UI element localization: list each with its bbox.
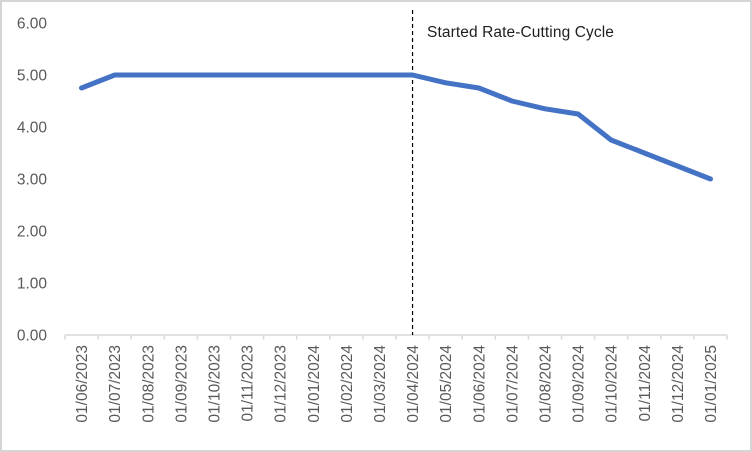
- x-axis-tick-label: 01/12/2024: [670, 345, 687, 423]
- x-axis-tick-label: 01/08/2023: [140, 345, 157, 423]
- x-axis-tick-label: 01/06/2024: [471, 345, 488, 423]
- x-axis-tick-label: 01/04/2024: [405, 345, 422, 423]
- rate-series-line: [79, 72, 713, 182]
- y-axis-tick-label: 2.00: [17, 224, 48, 241]
- y-axis-tick-label: 5.00: [17, 68, 48, 85]
- y-axis-tick-label: 0.00: [17, 328, 48, 345]
- x-axis-tick-label: 01/08/2024: [537, 345, 554, 423]
- y-axis-tick-label: 6.00: [17, 16, 48, 33]
- x-axis-tick-label: 01/09/2023: [173, 345, 190, 423]
- x-axis-tick-label: 01/10/2023: [206, 345, 223, 423]
- y-axis-tick-label: 1.00: [17, 276, 48, 293]
- x-axis-tick-label: 01/07/2024: [504, 345, 521, 423]
- x-axis-tick-label: 01/02/2024: [339, 345, 356, 423]
- x-axis-tick-label: 01/12/2023: [273, 345, 290, 423]
- x-axis-tick-label: 01/03/2024: [372, 345, 389, 423]
- y-axis-tick-label: 4.00: [17, 120, 48, 137]
- x-axis-tick-label: 01/11/2023: [240, 345, 257, 421]
- y-axis-tick-label: 3.00: [17, 172, 48, 189]
- x-axis-tick-label: 01/10/2024: [604, 345, 621, 423]
- x-axis-tick-label: 01/06/2023: [74, 345, 91, 423]
- x-axis-tick-label: 01/07/2023: [107, 345, 124, 423]
- annotation-label: Started Rate-Cutting Cycle: [427, 24, 614, 41]
- x-axis-tick-label: 01/11/2024: [637, 345, 654, 422]
- x-axis-tick-label: 01/05/2024: [438, 345, 455, 423]
- x-axis-tick-label: 01/09/2024: [571, 345, 588, 423]
- x-axis-tick-label: 01/01/2024: [306, 345, 323, 423]
- x-axis-tick-label: 01/01/2025: [703, 345, 720, 423]
